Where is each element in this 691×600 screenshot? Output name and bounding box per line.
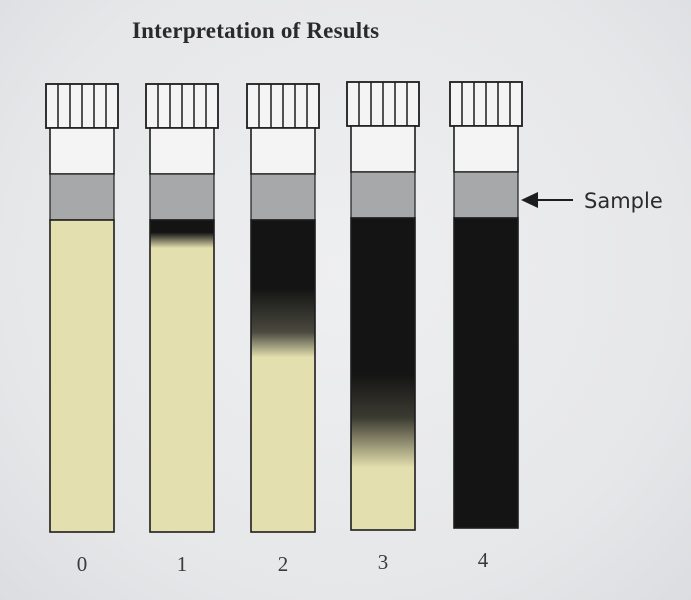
sample-band <box>149 173 215 221</box>
tube-medium <box>453 217 519 529</box>
tube-4: 4 <box>449 81 523 572</box>
tube-cap <box>246 83 320 129</box>
tube-cap <box>346 81 420 127</box>
tube-2: 2 <box>246 83 320 576</box>
tube-medium <box>350 217 416 531</box>
tube-label: 4 <box>478 548 489 572</box>
tube-medium <box>49 219 115 533</box>
tube-label: 2 <box>278 552 289 576</box>
tube-headspace <box>453 125 519 173</box>
sample-band <box>453 171 519 219</box>
tube-label: 1 <box>177 552 188 576</box>
tube-0: 0 <box>45 83 119 576</box>
tube-label: 3 <box>378 550 389 574</box>
tube-headspace <box>350 125 416 173</box>
sample-label: Sample <box>584 189 663 213</box>
tube-3: 3 <box>346 81 420 574</box>
figure-title: Interpretation of Results <box>132 18 380 43</box>
tube-cap <box>449 81 523 127</box>
tube-headspace <box>250 127 316 175</box>
tube-medium <box>149 219 215 533</box>
tube-cap <box>45 83 119 129</box>
sample-band <box>49 173 115 221</box>
tube-cap <box>145 83 219 129</box>
tube-headspace <box>49 127 115 175</box>
tube-label: 0 <box>77 552 88 576</box>
sample-band <box>250 173 316 221</box>
tube-1: 1 <box>145 83 219 576</box>
sample-band <box>350 171 416 219</box>
tube-medium <box>250 219 316 533</box>
left-arrow-icon <box>521 192 573 208</box>
tube-headspace <box>149 127 215 175</box>
